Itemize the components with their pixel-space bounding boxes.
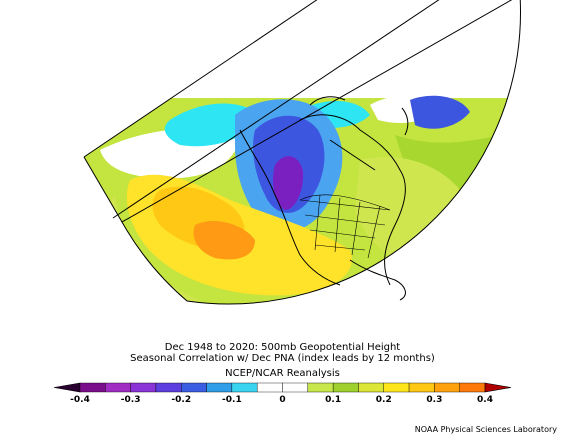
title-line-1: Dec 1948 to 2020: 500mb Geopotential Hei… bbox=[164, 342, 401, 353]
title-line-3: NCEP/NCAR Reanalysis bbox=[225, 368, 340, 379]
colorbar-bin bbox=[231, 382, 258, 393]
title-line-2: Seasonal Correlation w/ Dec PNA (index l… bbox=[130, 353, 435, 364]
map-sector-outline bbox=[83, 0, 521, 305]
credit-text: NOAA Physical Sciences Laboratory bbox=[414, 425, 557, 434]
colorbar-tick-label: -0.2 bbox=[171, 395, 191, 405]
map-sector-edge-left bbox=[83, 156, 123, 223]
colorbar-tick-label: 0.1 bbox=[325, 395, 341, 405]
colorbar-bin bbox=[155, 382, 182, 393]
colorbar-bin bbox=[282, 382, 309, 393]
map-diagonal-line bbox=[112, 0, 440, 219]
colorbar-tick-label: 0.2 bbox=[376, 395, 392, 405]
colorbar-bin bbox=[332, 382, 359, 393]
colorbar-bin bbox=[105, 382, 131, 393]
colorbar-ticks: -0.4 -0.3 -0.2 -0.1 0 0.1 0.2 0.3 0.4 bbox=[70, 395, 493, 405]
colorbar-bin bbox=[358, 382, 384, 393]
colorbar-tick-label: 0.3 bbox=[426, 395, 442, 405]
colorbar-tick-label: -0.3 bbox=[121, 395, 141, 405]
correlation-map bbox=[83, 0, 521, 305]
colorbar-high-arrow bbox=[484, 382, 512, 393]
correlation-field bbox=[84, 0, 521, 304]
colorbar-tick-label: -0.4 bbox=[70, 395, 90, 405]
colorbar-bin bbox=[408, 382, 435, 393]
state-borders bbox=[299, 194, 391, 259]
colorbar-tick-label: 0 bbox=[279, 395, 285, 405]
colorbar-tick-label: -0.1 bbox=[222, 395, 242, 405]
colorbar-low-arrow bbox=[53, 382, 81, 393]
colorbar-tick-label: 0.4 bbox=[477, 395, 493, 405]
coastlines bbox=[239, 96, 409, 301]
colorbar-bin bbox=[459, 382, 486, 393]
colorbar-bin bbox=[383, 382, 410, 393]
colorbar-bin bbox=[181, 382, 207, 393]
colorbar-bin bbox=[206, 382, 233, 393]
colorbar-bin bbox=[256, 382, 283, 393]
colorbar-bin bbox=[434, 382, 460, 393]
colorbar-bin bbox=[79, 382, 106, 393]
colorbar-bin bbox=[307, 382, 334, 393]
colorbar-bins bbox=[53, 382, 512, 393]
colorbar-bin bbox=[130, 382, 157, 393]
